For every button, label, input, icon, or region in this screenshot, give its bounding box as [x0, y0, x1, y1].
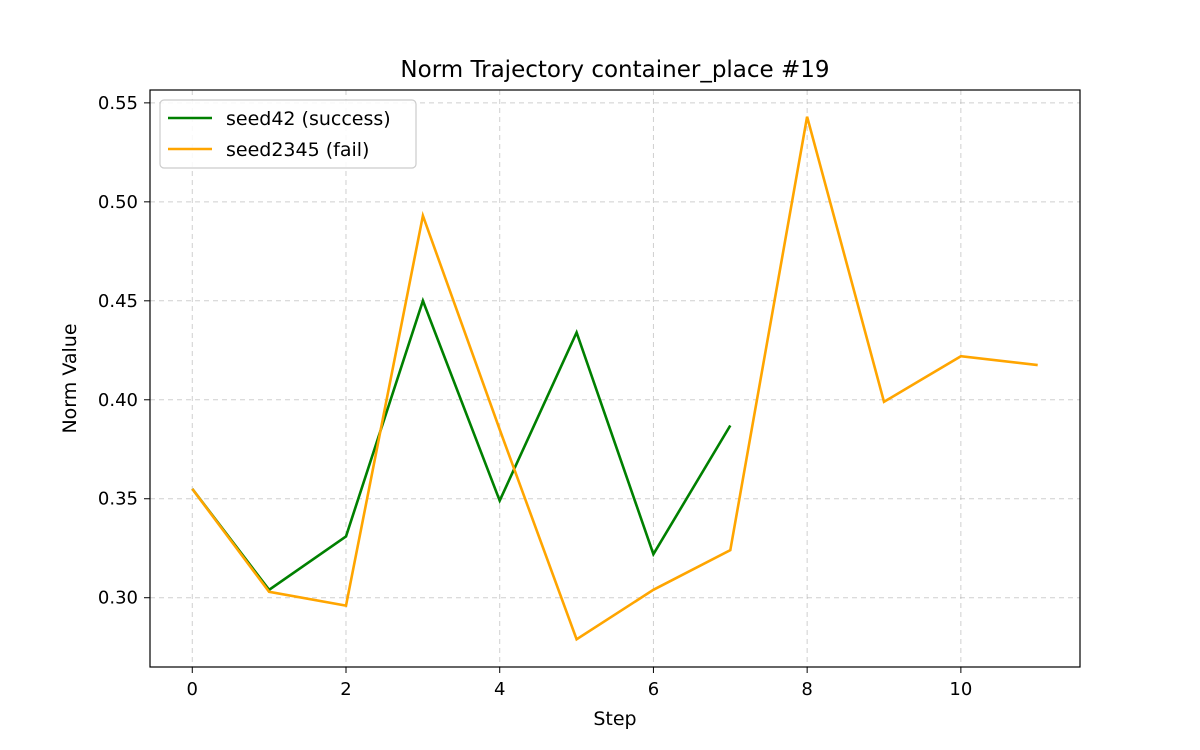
y-tick-label: 0.35	[98, 489, 138, 510]
y-tick-label: 0.45	[98, 291, 138, 312]
y-tick-label: 0.50	[98, 192, 138, 213]
x-axis-label: Step	[593, 708, 636, 730]
x-tick-label: 6	[648, 679, 659, 700]
ticks-layer: 0 2 4 6 8 10 0.30 0.35 0.40 0.45 0.50 0.55	[98, 93, 972, 700]
x-tick-label: 0	[187, 679, 198, 700]
series-line-2	[191, 116, 1038, 642]
x-tick-label: 4	[494, 679, 505, 700]
x-tick-label: 8	[801, 679, 812, 700]
legend-label: seed42 (success)	[226, 108, 391, 130]
chart-title: Norm Trajectory container_place #19	[400, 57, 829, 83]
plot-frame	[149, 89, 1081, 668]
y-tick-label: 0.55	[98, 93, 138, 114]
x-tick-label: 10	[949, 679, 972, 700]
y-tick-label: 0.30	[98, 588, 138, 609]
legend-box	[159, 99, 417, 169]
legend: seed42 (success) seed2345 (fail)	[159, 99, 417, 169]
series-line-1	[191, 296, 732, 592]
series-layer	[191, 116, 1038, 642]
y-axis-label: Norm Value	[59, 323, 81, 433]
legend-label: seed2345 (fail)	[226, 139, 369, 161]
grid-layer	[150, 90, 1080, 667]
x-tick-label: 2	[340, 679, 351, 700]
y-tick-label: 0.40	[98, 390, 138, 411]
